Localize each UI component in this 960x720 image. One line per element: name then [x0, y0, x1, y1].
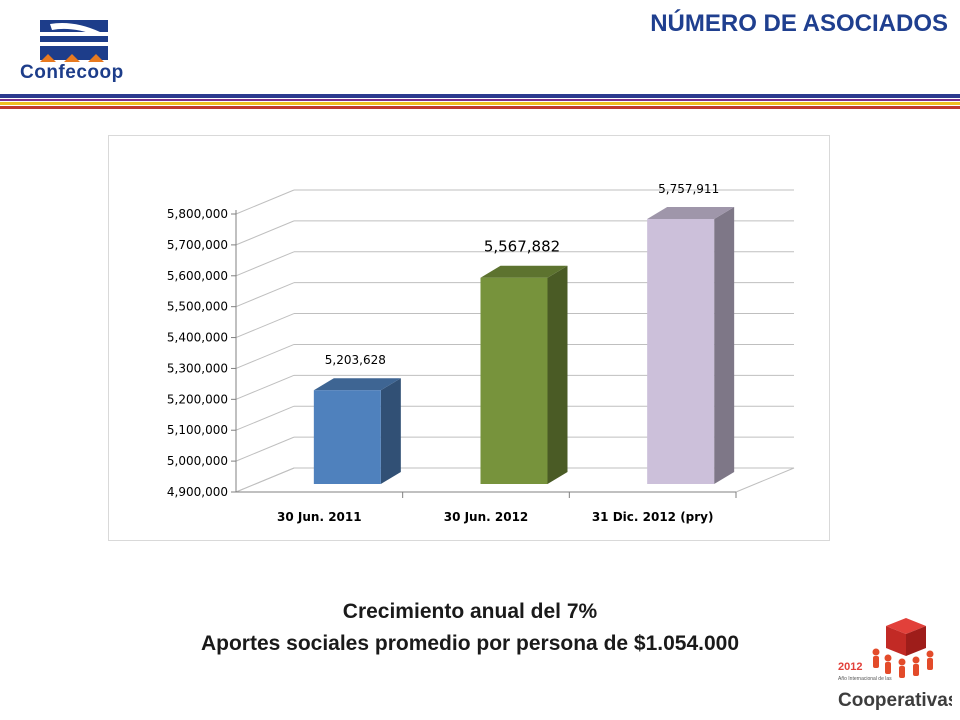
gridline-side: [235, 436, 295, 462]
category-label: 30 Jun. 2011: [277, 510, 362, 524]
y-tick-label: 5,700,000: [167, 238, 228, 252]
contribution-text: Aportes sociales promedio por persona de…: [200, 632, 740, 655]
data-label: 5,757,911: [658, 182, 719, 196]
bar-front: [647, 219, 715, 484]
people-ring-icon: [872, 648, 934, 678]
y-tick-label: 5,300,000: [167, 361, 228, 375]
category-label: 31 Dic. 2012 (pry): [592, 510, 714, 524]
bar: [647, 207, 735, 484]
bar-front: [480, 277, 548, 484]
gridline-side: [235, 220, 295, 246]
gridline-side: [235, 251, 295, 277]
y-tick-label: 5,400,000: [167, 331, 228, 345]
gridline-side: [235, 282, 295, 308]
gridline-side: [235, 405, 295, 431]
y-tick-label: 4,900,000: [167, 485, 228, 499]
y-tick-label: 5,800,000: [167, 207, 228, 221]
bar-side: [714, 207, 735, 484]
bar: [480, 265, 568, 484]
data-label: 5,567,882: [484, 238, 560, 256]
bar-top: [480, 265, 568, 278]
bar-front: [313, 390, 381, 484]
chart-area: 4,900,000 5,000,000 5,100,000 5,200,000 5,30…: [108, 135, 830, 541]
y-tick-label: 5,100,000: [167, 423, 228, 437]
logo-name: Cooperativas: [838, 690, 952, 711]
y-tick-label: 5,200,000: [167, 392, 228, 406]
bar-side: [547, 265, 568, 484]
bar: [313, 378, 401, 484]
bar-top: [647, 207, 735, 220]
header-stripe-red: [0, 106, 960, 109]
y-tick-label: 5,000,000: [167, 454, 228, 468]
gridline-side: [235, 343, 295, 369]
bar-side: [380, 378, 401, 484]
category-label: 30 Jun. 2012: [444, 510, 529, 524]
y-tick-label: 5,600,000: [167, 269, 228, 283]
header-stripe-blue: [0, 94, 960, 98]
gridline-side: [235, 313, 295, 339]
header-stripe-yellow: [0, 102, 960, 105]
cooperativas-2012-logo: 2012 Año Internacional de las Cooperativ…: [838, 618, 952, 711]
page-title: NÚMERO DE ASOCIADOS: [650, 10, 948, 37]
gridline-side: [235, 467, 295, 493]
logo-year: 2012: [838, 661, 862, 673]
bar-top: [313, 378, 401, 391]
growth-text: Crecimiento anual del 7%: [342, 600, 598, 623]
confecoop-logo: [40, 20, 108, 62]
y-tick-label: 5,500,000: [167, 300, 228, 314]
logo-small-text: Año Internacional de las: [838, 676, 892, 682]
gridline-side: [235, 189, 295, 215]
gridline-side: [235, 374, 295, 400]
header-stripe-purple: [0, 99, 960, 101]
bar-chart: 4,900,000 5,000,000 5,100,000 5,200,000 5,30…: [108, 135, 830, 541]
logo-wordmark: Confecoop: [20, 62, 124, 83]
data-label: 5,203,628: [325, 353, 386, 367]
